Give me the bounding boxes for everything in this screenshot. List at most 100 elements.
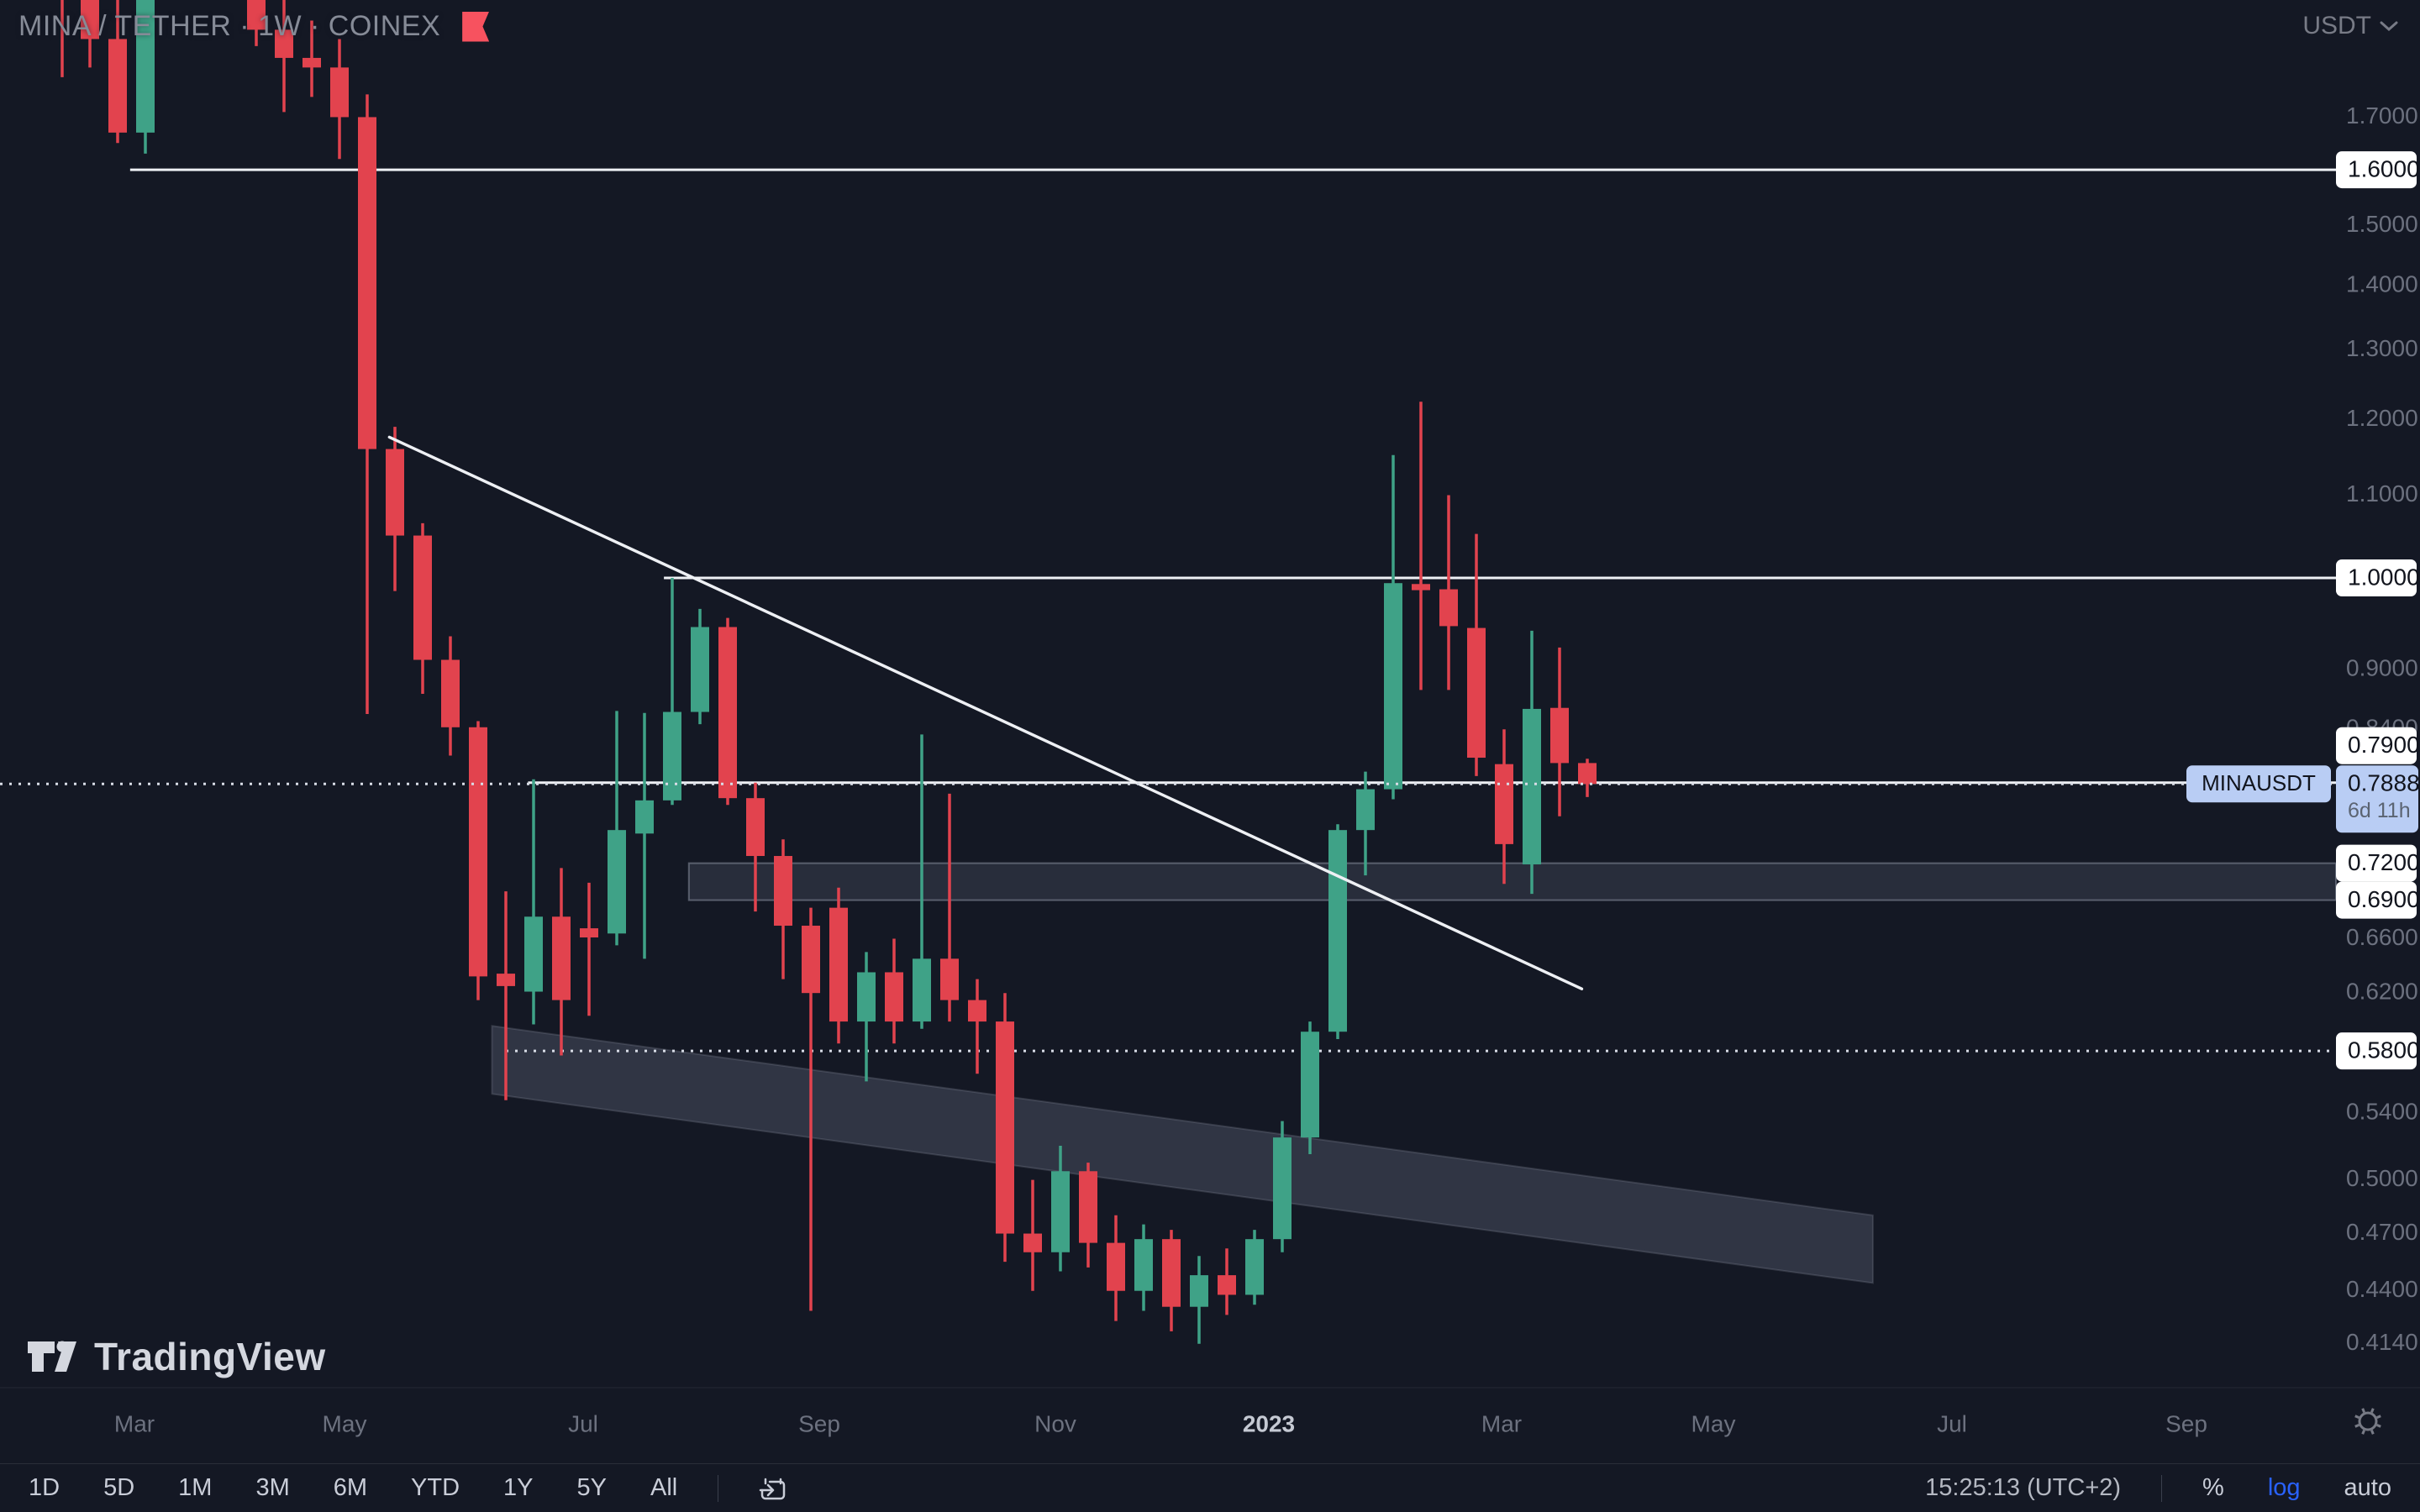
range-button-1y[interactable]: 1Y bbox=[503, 1474, 534, 1501]
time-label-Sep: Sep bbox=[2165, 1410, 2207, 1436]
tradingview-logo: TradingView bbox=[27, 1334, 326, 1379]
level-label-0.7200-box bbox=[2336, 844, 2417, 882]
range-button-5y[interactable]: 5Y bbox=[576, 1474, 608, 1501]
price-tick-label: 1.4000 bbox=[2346, 271, 2418, 297]
candle-body-11 bbox=[358, 117, 376, 449]
candle-body-8 bbox=[275, 29, 293, 58]
candle-body-21 bbox=[635, 800, 654, 834]
candle-body-46 bbox=[1328, 830, 1347, 1032]
clock-label[interactable]: 15:25:13 (UTC+2) bbox=[1925, 1474, 2122, 1501]
range-group: 1D 5D 1M 3M 6M YTD 1Y 5Y All bbox=[25, 1473, 791, 1504]
price-tick-label: 1.3000 bbox=[2346, 335, 2418, 361]
range-buttons: 1D 5D 1M 3M 6M YTD 1Y 5Y All bbox=[25, 1473, 681, 1504]
candle-body-14 bbox=[441, 659, 460, 727]
descending-channel-zone[interactable] bbox=[491, 1025, 1874, 1284]
level-label-0.5800: 0.5800 bbox=[2348, 1037, 2420, 1063]
price-tick-label: 0.4700 bbox=[2346, 1219, 2418, 1245]
time-label-2023: 2023 bbox=[1243, 1410, 1295, 1436]
candle-body-25 bbox=[746, 798, 765, 857]
price-tick-label: 0.4140 bbox=[2346, 1329, 2418, 1355]
candle-body-1 bbox=[81, 0, 99, 39]
candle-body-17 bbox=[524, 916, 543, 992]
level-label-1.6000: 1.6000 bbox=[2348, 156, 2420, 182]
level-label-1.0000: 1.0000 bbox=[2348, 564, 2420, 590]
candle-body-19 bbox=[580, 928, 598, 937]
candle-body-13 bbox=[413, 535, 432, 660]
candle-body-24 bbox=[718, 627, 737, 799]
candle-body-40 bbox=[1162, 1239, 1181, 1307]
candle-body-49 bbox=[1412, 584, 1430, 591]
time-label-May: May bbox=[323, 1410, 367, 1436]
descending-trendline[interactable] bbox=[387, 435, 1584, 990]
currency-selector[interactable]: USDT bbox=[2302, 12, 2398, 40]
symbol-title: MINA / TETHER · 1W · COINEX bbox=[18, 10, 441, 42]
candle-body-44 bbox=[1273, 1137, 1292, 1240]
price-tick-label: 1.5000 bbox=[2346, 211, 2418, 237]
candle-body-52 bbox=[1495, 764, 1513, 844]
candle-body-36 bbox=[1051, 1171, 1070, 1252]
candle-body-16 bbox=[497, 974, 515, 986]
candle-countdown-label: 6d 11h bbox=[2348, 799, 2411, 822]
candle-body-41 bbox=[1190, 1275, 1208, 1307]
candle-body-23 bbox=[691, 627, 709, 712]
candle-body-33 bbox=[968, 1000, 986, 1022]
candle-body-54 bbox=[1550, 707, 1569, 764]
time-label-Jul: Jul bbox=[568, 1410, 598, 1436]
tradingview-logo-icon bbox=[28, 1341, 76, 1372]
candle-body-15 bbox=[469, 727, 487, 977]
candle-body-26 bbox=[774, 856, 792, 927]
range-button-3m[interactable]: 3M bbox=[255, 1474, 290, 1501]
flag-icon[interactable] bbox=[462, 11, 490, 42]
scale-group: 15:25:13 (UTC+2) % log auto bbox=[1922, 1473, 2395, 1504]
candle-body-45 bbox=[1301, 1032, 1319, 1138]
range-button-1m[interactable]: 1M bbox=[178, 1474, 213, 1501]
log-scale-button[interactable]: log bbox=[2267, 1474, 2301, 1501]
candle-body-55 bbox=[1578, 763, 1597, 785]
level-label-1.6000-box bbox=[2336, 151, 2417, 189]
time-label-Mar: Mar bbox=[1481, 1410, 1522, 1436]
level-label-0.6900: 0.6900 bbox=[2348, 886, 2420, 912]
time-label-Nov: Nov bbox=[1034, 1410, 1076, 1436]
candle-body-47 bbox=[1356, 789, 1375, 831]
auto-scale-button[interactable]: auto bbox=[2344, 1474, 2391, 1501]
range-button-6m[interactable]: 6M bbox=[333, 1474, 368, 1501]
range-button-1d[interactable]: 1D bbox=[29, 1474, 60, 1501]
gear-icon[interactable] bbox=[2354, 1408, 2381, 1435]
candle-body-53 bbox=[1523, 708, 1541, 865]
range-button-all[interactable]: All bbox=[650, 1474, 678, 1501]
time-label-May: May bbox=[1691, 1410, 1736, 1436]
candle-body-27 bbox=[802, 926, 820, 994]
go-to-date-icon[interactable] bbox=[755, 1473, 791, 1504]
currency-label: USDT bbox=[2302, 12, 2371, 39]
candle-body-37 bbox=[1079, 1171, 1097, 1243]
range-button-ytd[interactable]: YTD bbox=[411, 1474, 460, 1501]
price-tick-label: 0.5000 bbox=[2346, 1165, 2418, 1191]
level-label-0.7900: 0.7900 bbox=[2348, 732, 2420, 758]
candle-body-10 bbox=[330, 67, 349, 118]
price-tick-label: 1.2000 bbox=[2346, 405, 2418, 431]
price-line-symbol-tag-box bbox=[2186, 765, 2331, 803]
support-zone-rect[interactable] bbox=[687, 862, 2337, 901]
price-tick-label: 1.7000 bbox=[2346, 102, 2418, 129]
bottom-toolbar: 1D 5D 1M 3M 6M YTD 1Y 5Y All 15:25:13 (UTC+2) % … bbox=[0, 1463, 2420, 1512]
percent-scale-button[interactable]: % bbox=[2202, 1474, 2224, 1501]
price-tick-label: 0.5400 bbox=[2346, 1098, 2418, 1124]
candle-body-38 bbox=[1107, 1242, 1125, 1291]
symbol-header: MINA / TETHER · 1W · COINEX bbox=[18, 10, 490, 43]
time-label-Mar: Mar bbox=[114, 1410, 155, 1436]
candle-body-51 bbox=[1467, 627, 1486, 759]
current-price-label-box bbox=[2336, 765, 2418, 833]
candle-body-18 bbox=[552, 916, 571, 1000]
candle-body-22 bbox=[663, 711, 681, 801]
range-button-5d[interactable]: 5D bbox=[103, 1474, 135, 1501]
candle-body-7 bbox=[247, 0, 266, 30]
price-line-symbol-tag: MINAUSDT bbox=[2202, 770, 2316, 795]
level-label-0.6900-box bbox=[2336, 881, 2417, 919]
candle-body-12 bbox=[386, 449, 404, 536]
candle-body-42 bbox=[1218, 1275, 1236, 1295]
price-tick-label: 0.6600 bbox=[2346, 924, 2418, 950]
tradingview-logo-text: TradingView bbox=[94, 1335, 326, 1378]
